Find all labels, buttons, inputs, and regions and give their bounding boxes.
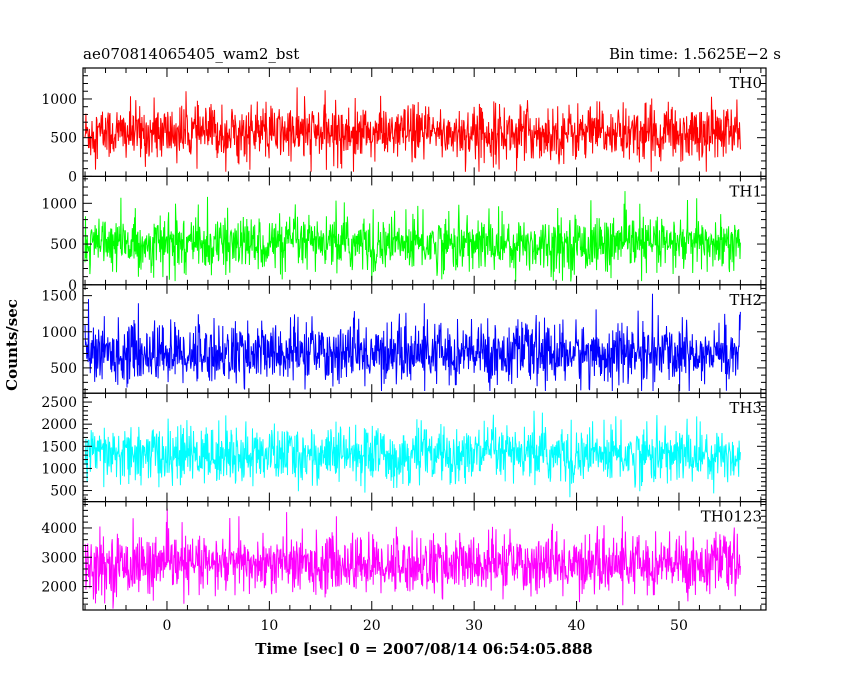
x-axis: 0 10 20 30 40 50 <box>163 618 688 634</box>
file-title: ae070814065405_wam2_bst <box>83 45 299 63</box>
x-tick-label: 10 <box>260 618 278 634</box>
y-tick-label: 500 <box>50 361 77 377</box>
panels-group: 0 500 1000 TH0 0 500 1000 TH1 500 1000 1500 TH2 500 1… <box>41 67 767 611</box>
panel-label: TH0123 <box>701 508 762 526</box>
x-axis-label: Time [sec] 0 = 2007/08/14 06:54:05.888 <box>255 640 592 658</box>
panel-label: TH3 <box>729 399 762 417</box>
series-th1 <box>84 191 741 282</box>
y-tick-label: 2000 <box>41 580 77 596</box>
y-tick-label: 0 <box>68 278 77 294</box>
series-th0 <box>84 87 741 172</box>
y-tick-label: 1000 <box>41 196 77 212</box>
panel-label: TH0 <box>729 74 762 92</box>
y-tick-label: 1500 <box>41 289 77 305</box>
panel-th3: 500 1000 1500 2000 2500 TH3 <box>41 392 767 503</box>
y-tick-label: 1500 <box>41 439 77 455</box>
panel-th1: 0 500 1000 TH1 <box>41 175 767 294</box>
bin-time-label: Bin time: 1.5625E−2 s <box>609 45 781 63</box>
panel-th0123: 2000 3000 4000 TH0123 <box>41 501 767 611</box>
y-tick-label: 500 <box>50 237 77 253</box>
panel-frame <box>82 501 767 611</box>
series-th0123 <box>84 508 741 609</box>
panel-th2: 500 1000 1500 TH2 <box>41 284 767 394</box>
y-tick-label: 1000 <box>41 325 77 341</box>
y-tick-label: 1000 <box>41 92 77 108</box>
series-th3 <box>84 410 741 498</box>
y-tick-label: 500 <box>50 131 77 147</box>
y-tick-label: 2500 <box>41 395 77 411</box>
y-tick-label: 500 <box>50 484 77 500</box>
panel-label: TH1 <box>729 182 762 200</box>
series-th2 <box>84 293 741 392</box>
x-tick-label: 20 <box>363 618 381 634</box>
x-tick-label: 50 <box>670 618 688 634</box>
y-tick-label: 0 <box>68 169 77 185</box>
panel-label: TH2 <box>729 291 762 309</box>
y-tick-label: 3000 <box>41 550 77 566</box>
x-tick-label: 0 <box>163 618 172 634</box>
x-tick-label: 40 <box>568 618 586 634</box>
x-tick-label: 30 <box>465 618 483 634</box>
y-tick-label: 2000 <box>41 417 77 433</box>
y-tick-label: 4000 <box>41 521 77 537</box>
y-tick-label: 1000 <box>41 461 77 477</box>
panel-th0: 0 500 1000 TH0 <box>41 67 767 185</box>
y-axis-label: Counts/sec <box>3 299 21 391</box>
